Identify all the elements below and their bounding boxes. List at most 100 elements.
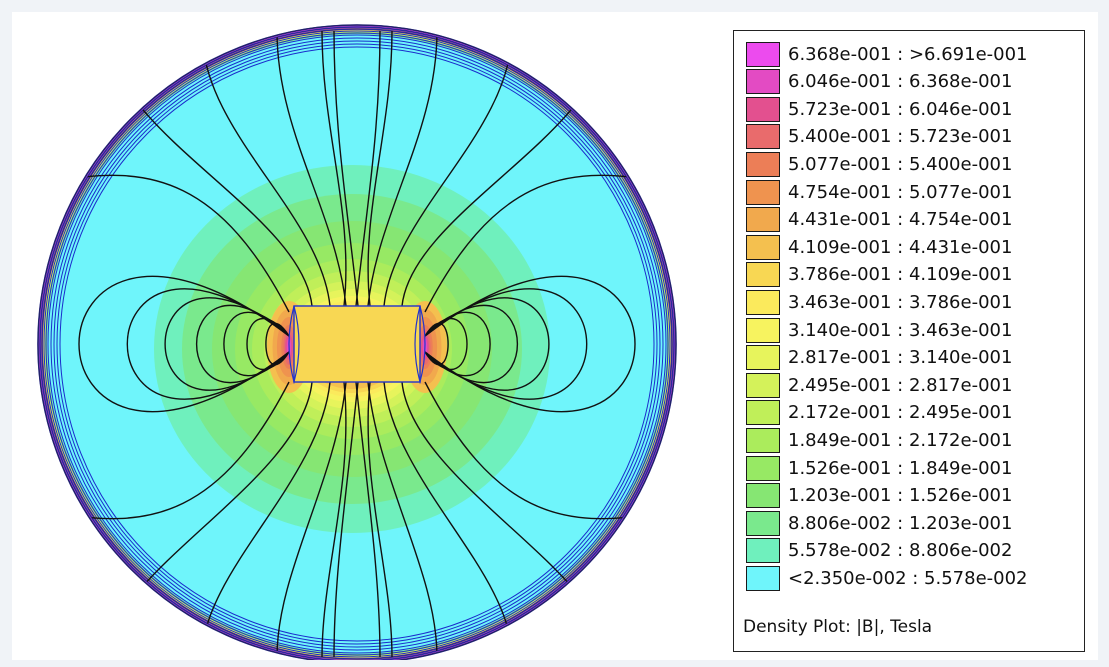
- legend-entry: 8.806e-002 : 1.203e-001: [746, 510, 1012, 536]
- legend-range-label: 5.077e-001 : 5.400e-001: [788, 153, 1013, 175]
- domain-boundary: [37, 24, 677, 660]
- boundary-contour: [56, 43, 658, 645]
- legend-swatch: [746, 317, 780, 343]
- flux-line: [367, 30, 393, 307]
- legend-swatch: [746, 289, 780, 315]
- flux-line: [333, 381, 359, 658]
- legend-swatch: [746, 207, 780, 233]
- legend-entry: 3.786e-001 : 4.109e-001: [746, 262, 1012, 288]
- legend-range-label: 5.400e-001 : 5.723e-001: [788, 126, 1013, 148]
- flux-line: [367, 30, 438, 307]
- flux-line: [424, 174, 661, 313]
- magnet-outline: [293, 305, 421, 383]
- legend-swatch: [746, 538, 780, 564]
- flux-line: [424, 288, 588, 400]
- flux-line: [53, 174, 290, 313]
- boundary-contour: [45, 32, 669, 656]
- flux-line: [383, 381, 513, 658]
- legend-swatch: [746, 69, 780, 95]
- legend-range-label: 3.463e-001 : 3.786e-001: [788, 291, 1013, 313]
- legend-entry: 5.578e-002 : 8.806e-002: [746, 538, 1012, 564]
- legend-range-label: 6.046e-001 : 6.368e-001: [788, 71, 1013, 93]
- legend-swatch: [746, 455, 780, 481]
- legend-range-label: 4.754e-001 : 5.077e-001: [788, 181, 1013, 203]
- legend-entry: 2.172e-001 : 2.495e-001: [746, 400, 1012, 426]
- boundary-contour: [59, 46, 655, 642]
- flux-line: [333, 30, 359, 307]
- legend-range-label: 8.806e-002 : 1.203e-001: [788, 512, 1013, 534]
- legend-swatch: [746, 151, 780, 177]
- flux-line: [424, 297, 550, 391]
- legend-entry: 1.203e-001 : 1.526e-001: [746, 483, 1012, 509]
- flux-line: [78, 275, 290, 413]
- legend-swatch: [746, 510, 780, 536]
- magnet-interior: [294, 306, 420, 382]
- legend-entry: 6.368e-001 : >6.691e-001: [746, 41, 1028, 67]
- legend-caption: Density Plot: |B|, Tesla: [743, 617, 933, 637]
- legend-range-label: 5.578e-002 : 8.806e-002: [788, 540, 1013, 562]
- legend-entry: 5.400e-001 : 5.723e-001: [746, 124, 1012, 150]
- legend-swatch: [746, 262, 780, 288]
- legend-swatch: [746, 372, 780, 398]
- flux-line: [201, 30, 331, 307]
- boundary-contour: [50, 37, 664, 651]
- boundary-contour: [43, 30, 671, 658]
- flux-line: [367, 381, 438, 658]
- legend-entry: 2.495e-001 : 2.817e-001: [746, 372, 1012, 398]
- legend-swatch: [746, 427, 780, 453]
- plot-window: 6.368e-001 : >6.691e-001 6.046e-001 : 6.3…: [12, 12, 1098, 660]
- flux-line: [201, 381, 331, 658]
- legend-entry: 6.046e-001 : 6.368e-001: [746, 69, 1012, 95]
- legend-range-label: 5.723e-001 : 6.046e-001: [788, 98, 1013, 120]
- flux-line: [355, 30, 381, 307]
- legend-range-label: 3.786e-001 : 4.109e-001: [788, 264, 1013, 286]
- legend-entry: 4.754e-001 : 5.077e-001: [746, 179, 1012, 205]
- legend-range-label: 4.109e-001 : 4.431e-001: [788, 236, 1013, 258]
- legend-range-label: 1.526e-001 : 1.849e-001: [788, 457, 1013, 479]
- legend-swatch: [746, 41, 780, 67]
- legend-entry: 1.849e-001 : 2.172e-001: [746, 427, 1012, 453]
- legend-entry: 4.431e-001 : 4.754e-001: [746, 207, 1012, 233]
- legend-entry: 5.077e-001 : 5.400e-001: [746, 151, 1012, 177]
- legend-swatch: [746, 400, 780, 426]
- density-bands: [154, 165, 550, 533]
- flux-line: [321, 381, 347, 658]
- legend-entry: 4.109e-001 : 4.431e-001: [746, 234, 1012, 260]
- legend-range-label: 2.817e-001 : 3.140e-001: [788, 347, 1013, 369]
- flux-line: [265, 322, 290, 366]
- flux-line: [367, 381, 393, 658]
- legend-entry: 2.817e-001 : 3.140e-001: [746, 345, 1012, 371]
- legend-range-label: 4.431e-001 : 4.754e-001: [788, 209, 1013, 231]
- flux-line: [126, 288, 290, 400]
- boundary-contour: [53, 40, 661, 648]
- legend-range-label: 6.368e-001 : >6.691e-001: [788, 43, 1028, 65]
- flux-line: [424, 322, 449, 366]
- density-plot: [37, 24, 677, 660]
- flux-line: [424, 304, 519, 384]
- boundary-contour: [41, 28, 673, 660]
- flux-line: [383, 30, 513, 307]
- legend-range-label: 1.849e-001 : 2.172e-001: [788, 429, 1013, 451]
- legend-entry: <2.350e-002 : 5.578e-002: [746, 565, 1028, 591]
- pole-lens: [414, 305, 426, 385]
- legend-entry: 3.463e-001 : 3.786e-001: [746, 289, 1012, 315]
- legend-entry: 5.723e-001 : 6.046e-001: [746, 96, 1012, 122]
- boundary-contour: [47, 34, 667, 654]
- legend-entry: 3.140e-001 : 3.463e-001: [746, 317, 1012, 343]
- legend-swatch: [746, 565, 780, 591]
- legend-swatch: [746, 234, 780, 260]
- flux-line: [195, 304, 290, 384]
- legend-swatch: [746, 345, 780, 371]
- flux-line: [164, 297, 290, 391]
- flux-line: [276, 30, 347, 307]
- flux-line: [276, 381, 347, 658]
- legend-swatch: [746, 124, 780, 150]
- pole-lens: [288, 305, 300, 385]
- legend-range-label: 3.140e-001 : 3.463e-001: [788, 319, 1013, 341]
- boundary-contour: [39, 26, 675, 660]
- legend-entry: 1.526e-001 : 1.849e-001: [746, 455, 1012, 481]
- legend-range-label: <2.350e-002 : 5.578e-002: [788, 567, 1028, 589]
- legend-swatch: [746, 96, 780, 122]
- legend-swatch: [746, 483, 780, 509]
- legend-range-label: 2.172e-001 : 2.495e-001: [788, 402, 1013, 424]
